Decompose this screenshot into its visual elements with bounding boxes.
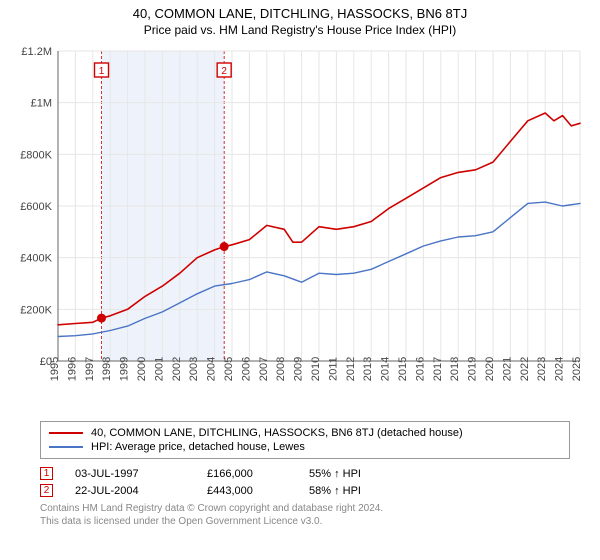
svg-text:2015: 2015 <box>397 357 409 381</box>
table-row: 2 22-JUL-2004 £443,000 58% ↑ HPI <box>40 482 570 499</box>
svg-text:2005: 2005 <box>223 357 235 381</box>
attribution-line-1: Contains HM Land Registry data © Crown c… <box>40 503 570 516</box>
root: 40, COMMON LANE, DITCHLING, HASSOCKS, BN… <box>0 0 600 560</box>
legend-swatch-2 <box>49 446 83 448</box>
sale-hpi-1: 55% ↑ HPI <box>309 468 361 480</box>
svg-text:2020: 2020 <box>484 357 496 381</box>
svg-text:2: 2 <box>221 66 227 77</box>
svg-text:1996: 1996 <box>66 357 78 381</box>
svg-text:2024: 2024 <box>554 357 566 381</box>
titles: 40, COMMON LANE, DITCHLING, HASSOCKS, BN… <box>0 0 600 41</box>
svg-text:2025: 2025 <box>571 357 583 381</box>
legend-row-2: HPI: Average price, detached house, Lewe… <box>49 440 561 454</box>
svg-text:2008: 2008 <box>275 357 287 381</box>
svg-text:2016: 2016 <box>414 357 426 381</box>
svg-text:£200K: £200K <box>20 304 52 316</box>
page-subtitle: Price paid vs. HM Land Registry's House … <box>0 21 600 41</box>
svg-text:2007: 2007 <box>258 357 270 381</box>
sale-date-1: 03-JUL-1997 <box>75 468 185 480</box>
attribution: Contains HM Land Registry data © Crown c… <box>40 503 570 528</box>
svg-text:£1.2M: £1.2M <box>21 46 52 58</box>
svg-text:2003: 2003 <box>188 357 200 381</box>
svg-text:2022: 2022 <box>519 357 531 381</box>
svg-text:2006: 2006 <box>240 357 252 381</box>
svg-text:2019: 2019 <box>467 357 479 381</box>
svg-text:2017: 2017 <box>432 357 444 381</box>
sale-price-2: £443,000 <box>207 485 287 497</box>
svg-text:1: 1 <box>99 66 105 77</box>
sale-marker-2: 2 <box>40 484 53 497</box>
table-row: 1 03-JUL-1997 £166,000 55% ↑ HPI <box>40 465 570 482</box>
svg-text:2014: 2014 <box>380 357 392 381</box>
svg-text:£400K: £400K <box>20 253 52 265</box>
svg-text:£1M: £1M <box>31 98 52 110</box>
svg-text:2009: 2009 <box>293 357 305 381</box>
svg-text:1999: 1999 <box>119 357 131 381</box>
sale-marker-1: 1 <box>40 467 53 480</box>
svg-text:2018: 2018 <box>449 357 461 381</box>
sale-price-1: £166,000 <box>207 468 287 480</box>
svg-text:£600K: £600K <box>20 201 52 213</box>
svg-text:2013: 2013 <box>362 357 374 381</box>
svg-text:2002: 2002 <box>171 357 183 381</box>
legend: 40, COMMON LANE, DITCHLING, HASSOCKS, BN… <box>40 421 570 459</box>
chart-svg: £0£200K£400K£600K£800K£1M£1.2M1995199619… <box>10 41 590 411</box>
svg-text:1998: 1998 <box>101 357 113 381</box>
svg-text:2010: 2010 <box>310 357 322 381</box>
svg-text:2001: 2001 <box>153 357 165 381</box>
legend-row-1: 40, COMMON LANE, DITCHLING, HASSOCKS, BN… <box>49 426 561 440</box>
sales-table: 1 03-JUL-1997 £166,000 55% ↑ HPI 2 22-JU… <box>40 465 570 499</box>
page-title: 40, COMMON LANE, DITCHLING, HASSOCKS, BN… <box>0 0 600 21</box>
svg-text:2000: 2000 <box>136 357 148 381</box>
legend-label-1: 40, COMMON LANE, DITCHLING, HASSOCKS, BN… <box>91 427 463 439</box>
legend-label-2: HPI: Average price, detached house, Lewe… <box>91 441 305 453</box>
attribution-line-2: This data is licensed under the Open Gov… <box>40 516 570 529</box>
price-chart: £0£200K£400K£600K£800K£1M£1.2M1995199619… <box>10 41 590 411</box>
sale-date-2: 22-JUL-2004 <box>75 485 185 497</box>
svg-text:2004: 2004 <box>206 357 218 381</box>
svg-text:2023: 2023 <box>536 357 548 381</box>
sale-hpi-2: 58% ↑ HPI <box>309 485 361 497</box>
svg-text:1997: 1997 <box>84 357 96 381</box>
legend-swatch-1 <box>49 432 83 434</box>
svg-text:2012: 2012 <box>345 357 357 381</box>
svg-text:2021: 2021 <box>501 357 513 381</box>
svg-text:1995: 1995 <box>49 357 61 381</box>
svg-text:£800K: £800K <box>20 149 52 161</box>
